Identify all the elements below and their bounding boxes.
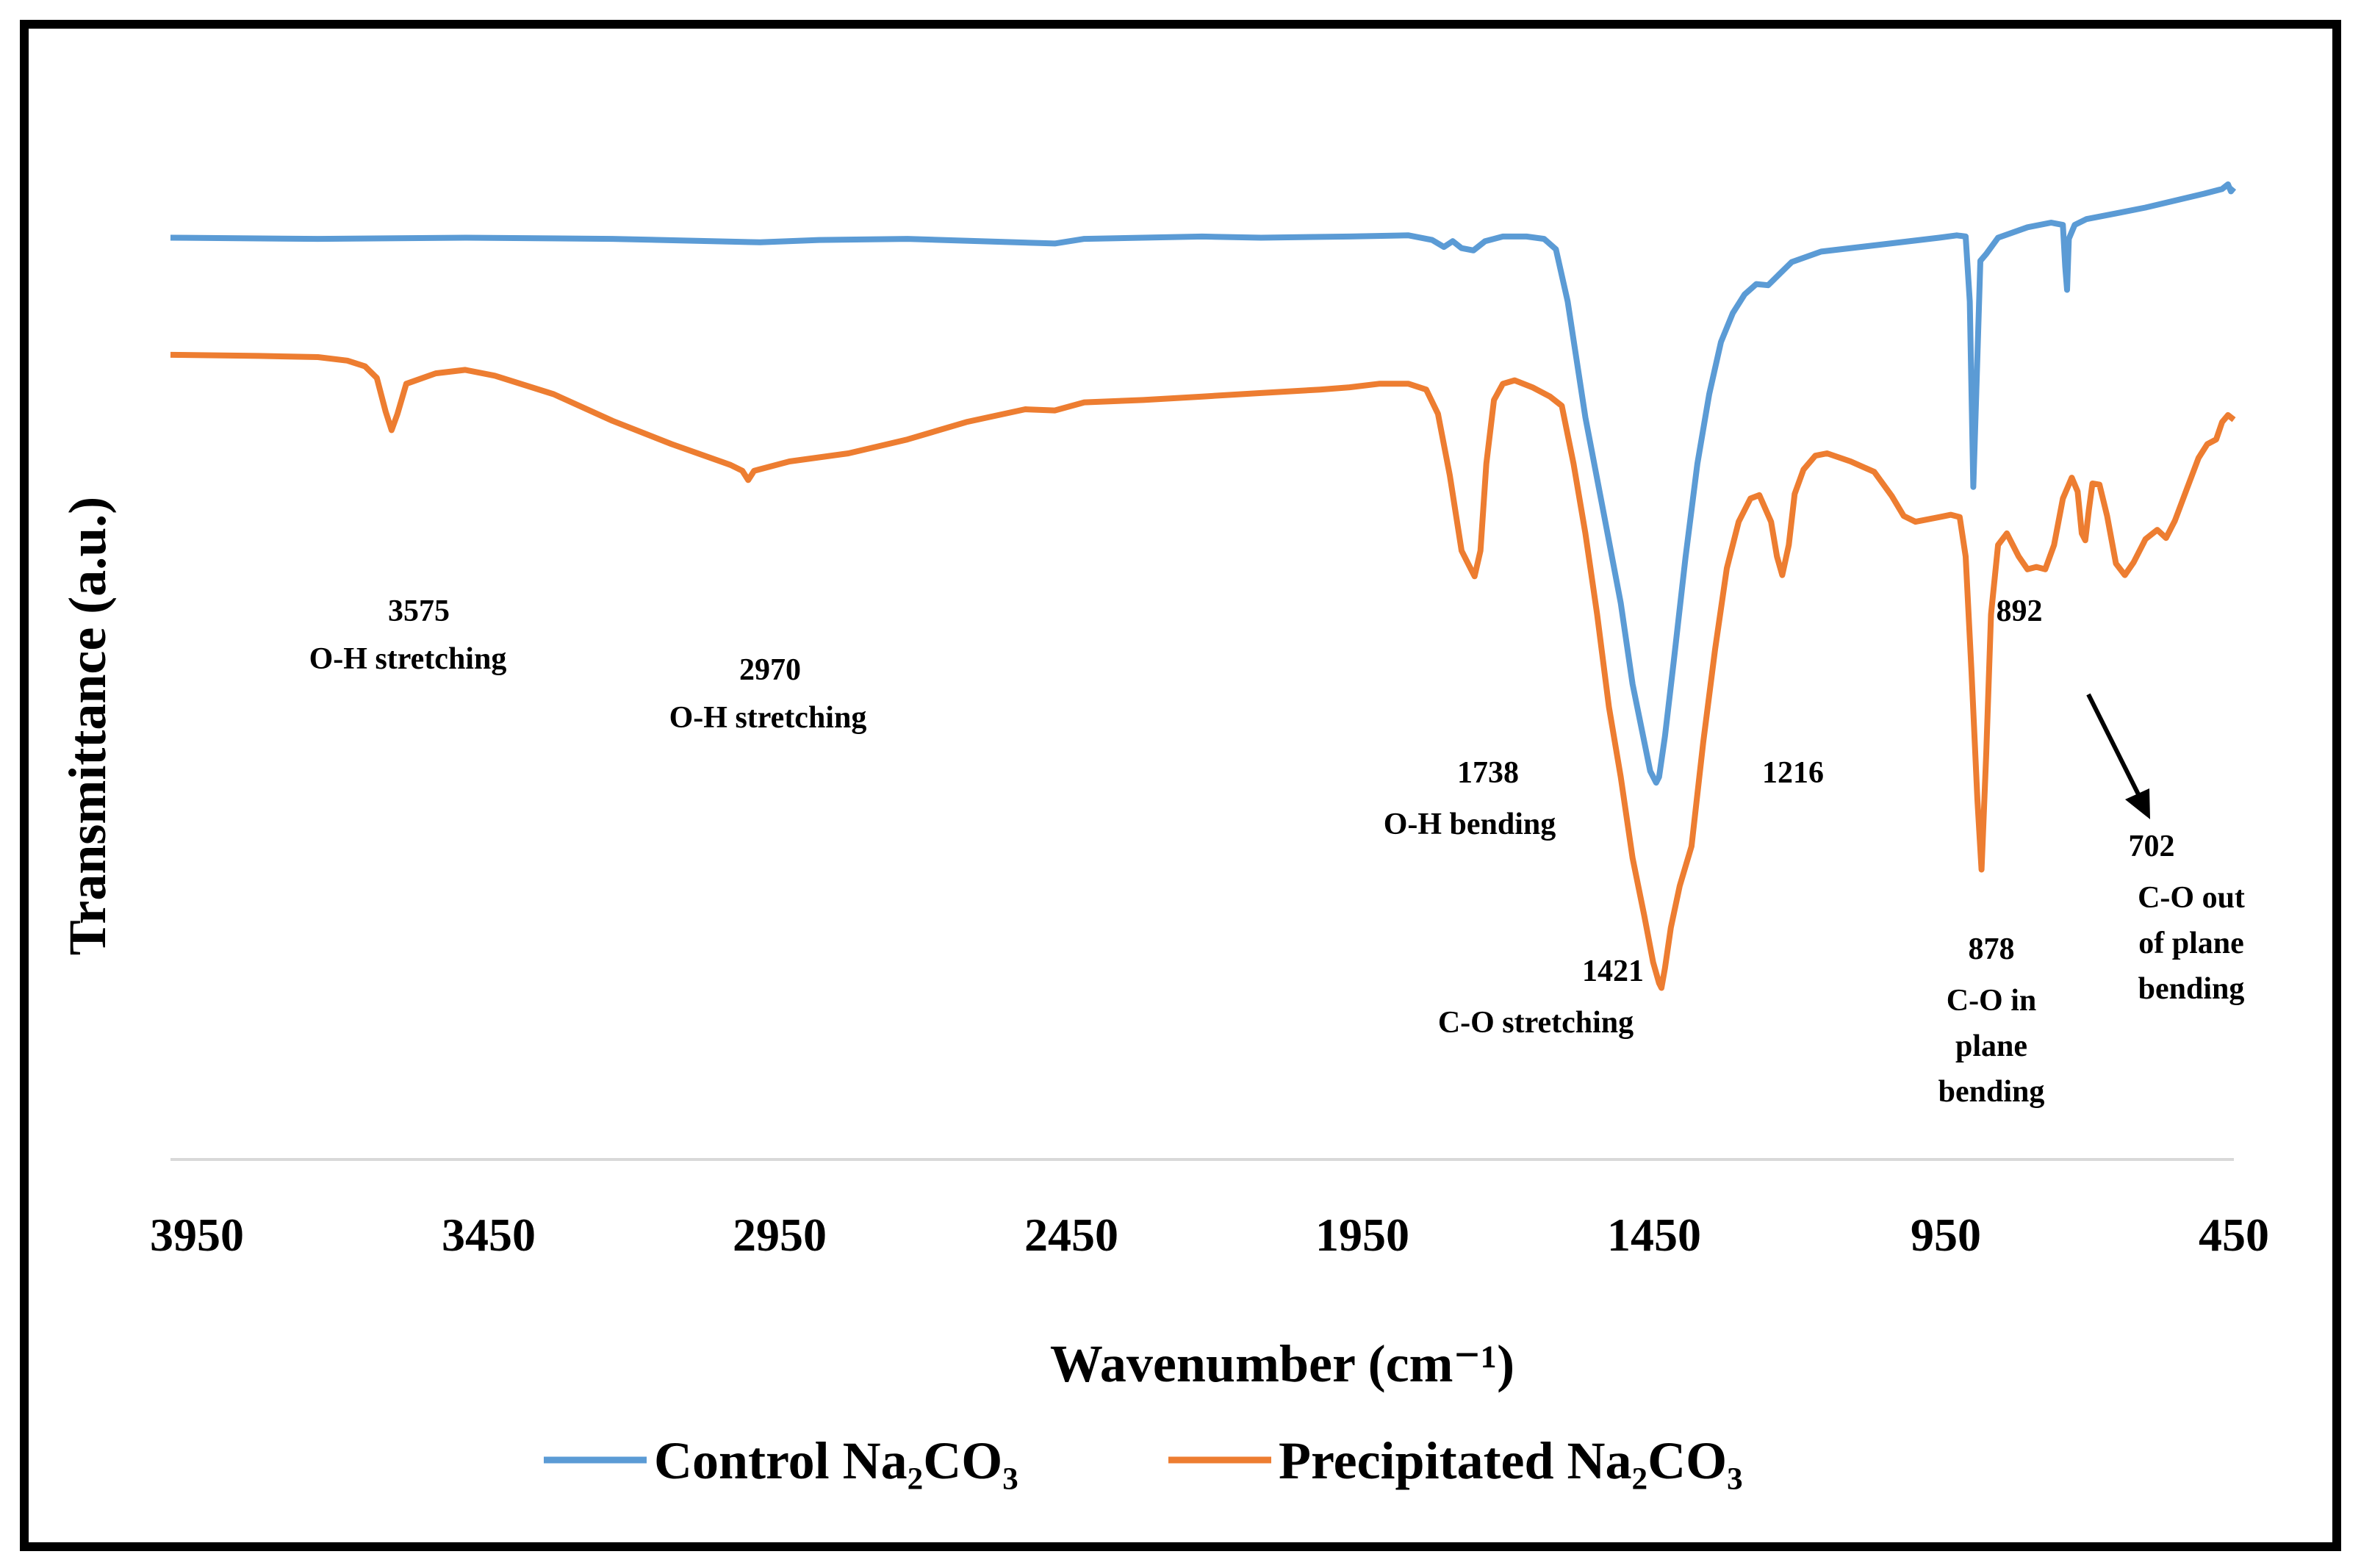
- peak-label-892: 892: [1997, 594, 2043, 628]
- peak-desc-878-line2: plane: [1955, 1029, 2027, 1063]
- x-tick-label: 2450: [1024, 1209, 1118, 1261]
- peak-desc-2970: O-H stretching: [669, 701, 867, 735]
- x-tick-label: 450: [2199, 1209, 2269, 1261]
- peak-label-702: 702: [2129, 830, 2175, 863]
- x-tick-label: 3450: [442, 1209, 536, 1261]
- x-tick-label: 3950: [150, 1209, 244, 1261]
- peak-label-1216: 1216: [1762, 756, 1824, 790]
- chart-border: [20, 20, 2341, 1551]
- legend: Control Na₂CO₃ Precipitated Na₂CO₃: [544, 1431, 1743, 1490]
- arrow-702-shaft: [2086, 693, 2142, 799]
- arrow-702-head: [2125, 788, 2150, 819]
- peak-label-1421: 1421: [1582, 954, 1644, 988]
- peak-desc-878-line3: bending: [1938, 1075, 2045, 1109]
- series-precipitated-line: [170, 351, 2236, 991]
- peak-desc-702-line3: bending: [2138, 972, 2245, 1006]
- peak-label-878: 878: [1969, 932, 2015, 966]
- peak-desc-1421: C-O stretching: [1438, 1006, 1634, 1040]
- x-tick-labels: 3950 3450 2950 2450 1950 1450 950 450: [150, 1209, 2269, 1261]
- peak-desc-1738: O-H bending: [1384, 808, 1556, 841]
- peak-label-3575: 3575: [388, 594, 450, 628]
- x-tick-label: 950: [1911, 1209, 1981, 1261]
- series-control-line: [170, 181, 2237, 786]
- y-axis-title: Transmittance (a.u.): [58, 497, 117, 956]
- x-tick-label: 1450: [1607, 1209, 1701, 1261]
- x-tick-label: 1950: [1315, 1209, 1409, 1261]
- peak-desc-3575: O-H stretching: [309, 642, 507, 676]
- x-axis-title: Wavenumber (cm⁻¹): [1050, 1334, 1514, 1393]
- legend-label-precipitated: Precipitated Na₂CO₃: [1279, 1431, 1743, 1490]
- peak-label-1738: 1738: [1457, 756, 1519, 790]
- peak-desc-702-line2: of plane: [2138, 927, 2244, 960]
- peak-desc-878-line1: C-O in: [1947, 984, 2037, 1018]
- x-tick-label: 2950: [733, 1209, 827, 1261]
- peak-annotations: 3575 O-H stretching 2970 O-H stretching …: [309, 594, 2245, 1109]
- peak-label-2970: 2970: [739, 653, 801, 687]
- legend-label-control: Control Na₂CO₃: [654, 1431, 1018, 1490]
- peak-desc-702-line1: C-O out: [2138, 881, 2245, 915]
